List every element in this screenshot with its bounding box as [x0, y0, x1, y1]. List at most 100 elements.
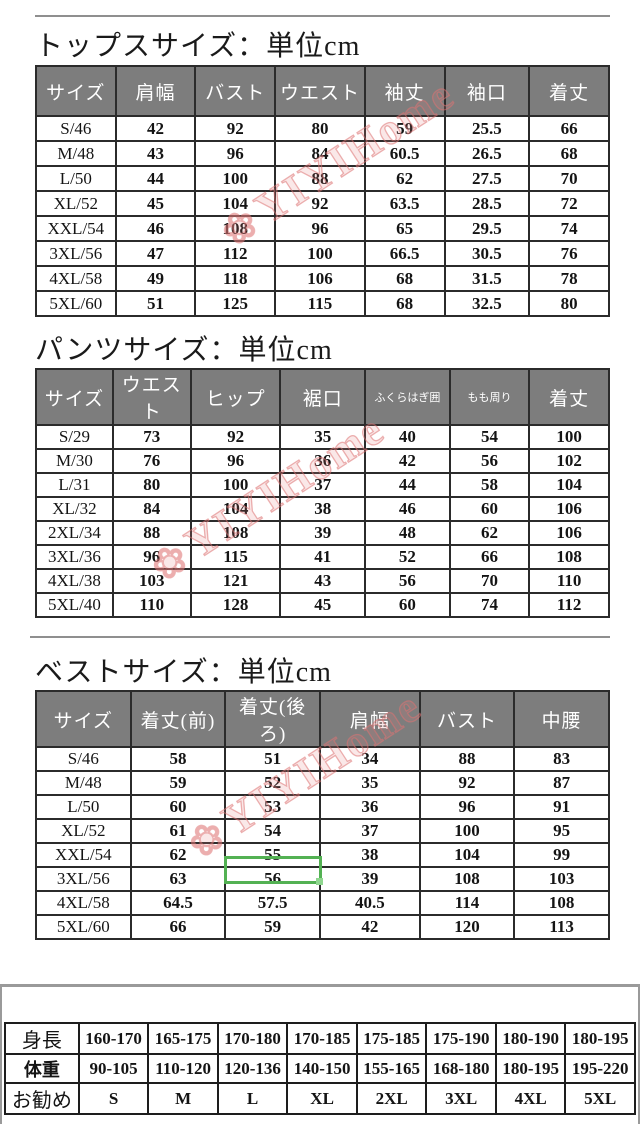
column-header: ヒップ	[189, 368, 282, 426]
value-cell: 87	[513, 770, 610, 796]
value-cell: 104	[189, 496, 282, 522]
value-cell: 84	[274, 140, 366, 167]
value-cell: 100	[189, 472, 282, 498]
row-label-cell: 5XL/60	[35, 914, 132, 940]
value-cell: 36	[279, 448, 367, 474]
table-row: 4XL/38 103 121 43 56 70 110	[35, 568, 610, 594]
table-row: 2XL/34 88 108 39 48 62 106	[35, 520, 610, 546]
value-cell: 70	[448, 568, 531, 594]
value-cell: 63	[129, 866, 227, 892]
value-cell: 42	[318, 914, 421, 940]
value-cell: 121	[189, 568, 282, 594]
column-header: サイズ	[35, 368, 114, 426]
value-cell: 100	[418, 818, 516, 844]
value-cell: 106	[528, 496, 610, 522]
value-cell: 112	[194, 240, 277, 267]
header-row: サイズ 肩幅 バスト ウエスト 袖丈 袖口 着丈	[35, 65, 610, 117]
value-cell: 72	[528, 190, 610, 217]
vest-size-table: サイズ 着丈(前) 着丈(後ろ) 肩幅 バスト 中腰 S/46 58 51 34 88 83 M/48 5…	[35, 690, 610, 940]
vest-section-title: ベストサイズ：単位cm	[35, 657, 332, 688]
value-cell: 2XL	[355, 1082, 428, 1115]
value-cell: 41	[279, 544, 367, 570]
value-cell: 56	[224, 866, 321, 892]
value-cell: 74	[528, 215, 610, 242]
value-cell: 104	[528, 472, 610, 498]
selection-handle[interactable]	[316, 878, 323, 885]
value-cell: 40.5	[318, 890, 421, 916]
column-header: サイズ	[35, 690, 132, 748]
value-cell: 78	[528, 265, 610, 292]
column-header: 裾口	[279, 368, 367, 426]
table-row: XL/52 45 104 92 63.5 28.5 72	[35, 190, 610, 217]
column-header: サイズ	[35, 65, 117, 117]
value-cell: 88	[418, 746, 516, 772]
value-cell: 38	[279, 496, 367, 522]
value-cell: 118	[194, 265, 277, 292]
value-cell: 103	[513, 866, 610, 892]
value-cell: 88	[111, 520, 192, 546]
row-label-cell: 4XL/58	[35, 890, 132, 916]
value-cell: 125	[194, 290, 277, 317]
value-cell: 43	[279, 568, 367, 594]
value-cell: 103	[111, 568, 192, 594]
value-cell: 100	[194, 165, 277, 192]
table-row: L/50 60 53 36 96 91	[35, 794, 610, 820]
value-cell: 57.5	[224, 890, 321, 916]
value-cell: 108	[513, 890, 610, 916]
value-cell: 113	[513, 914, 610, 940]
column-header: バスト	[418, 690, 516, 748]
vest-divider	[30, 636, 610, 638]
value-cell: 120	[418, 914, 516, 940]
value-cell: 5XL	[564, 1082, 636, 1115]
value-cell: 58	[448, 472, 531, 498]
value-cell: S	[77, 1082, 150, 1115]
tops-size-table: サイズ 肩幅 バスト ウエスト 袖丈 袖口 着丈 S/46 42 92 80 59 25.5 66 M/48…	[35, 65, 610, 317]
value-cell: 25.5	[443, 115, 531, 142]
value-cell: 62	[448, 520, 531, 546]
value-cell: 3XL	[425, 1082, 497, 1115]
value-cell: 52	[364, 544, 451, 570]
value-cell: 42	[114, 115, 197, 142]
value-cell: 175-190	[425, 1022, 497, 1055]
value-cell: 68	[528, 140, 610, 167]
value-cell: 27.5	[443, 165, 531, 192]
table-row: XXL/54 46 108 96 65 29.5 74	[35, 215, 610, 242]
value-cell: 43	[114, 140, 197, 167]
row-label-cell: M/48	[35, 770, 132, 796]
table-row: 5XL/60 66 59 42 120 113	[35, 914, 610, 940]
value-cell: 45	[279, 592, 367, 618]
value-cell: 83	[513, 746, 610, 772]
column-header: ウエスト	[111, 368, 192, 426]
value-cell: 29.5	[443, 215, 531, 242]
value-cell: 90-105	[77, 1053, 150, 1084]
table-row: M/30 76 96 36 42 56 102	[35, 448, 610, 474]
value-cell: 60.5	[363, 140, 446, 167]
value-cell: 59	[363, 115, 446, 142]
value-cell: 39	[279, 520, 367, 546]
tops-section-title: トップスサイズ：単位cm	[35, 31, 361, 62]
value-cell: 92	[194, 115, 277, 142]
value-cell: 54	[224, 818, 321, 844]
value-cell: 95	[513, 818, 610, 844]
row-label-cell: 3XL/36	[35, 544, 114, 570]
value-cell: 66	[528, 115, 610, 142]
value-cell: 32.5	[443, 290, 531, 317]
row-label-cell: 4XL/58	[35, 265, 117, 292]
value-cell: 62	[129, 842, 227, 868]
value-cell: 195-220	[564, 1053, 636, 1084]
value-cell: 180-195	[564, 1022, 636, 1055]
selection-box[interactable]	[224, 856, 323, 885]
pants-section-title: パンツサイズ：単位cm	[35, 335, 333, 366]
value-cell: 115	[274, 290, 366, 317]
value-cell: 96	[418, 794, 516, 820]
value-cell: 99	[513, 842, 610, 868]
value-cell: 108	[418, 866, 516, 892]
value-cell: 37	[318, 818, 421, 844]
value-cell: 106	[274, 265, 366, 292]
value-cell: 65	[363, 215, 446, 242]
row-label-cell: XL/32	[35, 496, 114, 522]
column-header: 中腰	[513, 690, 610, 748]
row-label-cell: 4XL/38	[35, 568, 114, 594]
value-cell: 88	[274, 165, 366, 192]
column-header: 着丈	[528, 368, 610, 426]
